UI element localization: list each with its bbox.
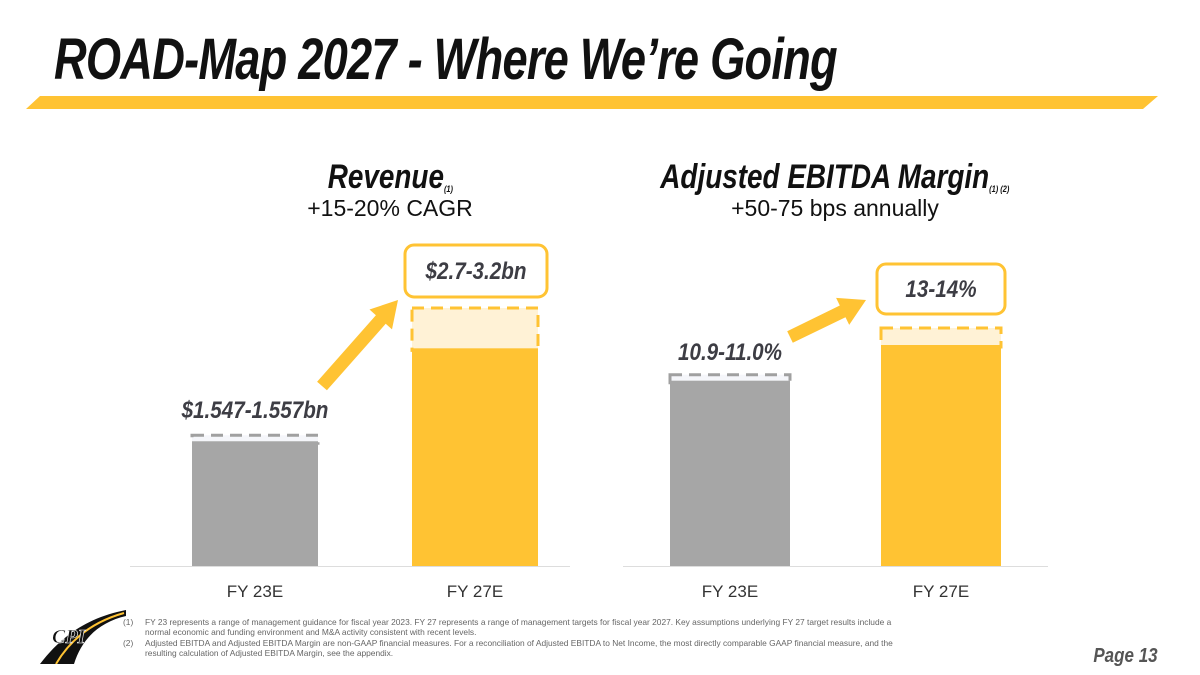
revenue-category-label-1: FY 23E	[227, 582, 283, 601]
footnote-1-number: (1)	[123, 617, 134, 627]
logo-text: CPI	[52, 626, 87, 648]
ebitda-bar-2	[881, 345, 1001, 566]
footnote-2-text: Adjusted EBITDA and Adjusted EBITDA Marg…	[145, 637, 893, 659]
title-stripe	[26, 96, 1158, 109]
ebitda-target-label-box	[875, 262, 1007, 316]
cpi-logo: CPI	[40, 610, 126, 664]
footnote-2: (2) Adjusted EBITDA and Adjusted EBITDA …	[123, 638, 903, 659]
footnotes: (1) FY 23 represents a range of manageme…	[123, 617, 903, 659]
ebitda-data-label-2: 13-14%	[905, 276, 976, 303]
ebitda-data-label-1: 10.9-11.0%	[678, 339, 782, 366]
ebitda-footnote-ref: (1) (2)	[989, 184, 1010, 194]
page-number: Page 13	[1093, 645, 1158, 667]
revenue-range-box-2	[410, 306, 540, 352]
revenue-title: Revenue(1)	[327, 158, 453, 196]
revenue-bar-2	[412, 348, 538, 566]
revenue-target-label-box	[403, 243, 549, 299]
revenue-growth-arrow-icon	[317, 300, 398, 391]
ebitda-bar-1	[670, 380, 790, 566]
ebitda-category-label-1: FY 23E	[702, 582, 758, 601]
revenue-header: Revenue(1) +15-20% CAGR	[160, 158, 620, 222]
ebitda-range-box-1	[668, 373, 792, 385]
footnote-2-number: (2)	[123, 637, 134, 648]
page-title: ROAD-Map 2027 - Where We’re Going	[54, 27, 838, 92]
revenue-footnote-ref: (1)	[443, 184, 453, 194]
ebitda-growth-arrow-icon	[787, 297, 866, 343]
footnote-1: (1) FY 23 represents a range of manageme…	[123, 617, 903, 638]
ebitda-header: Adjusted EBITDA Margin(1) (2) +50-75 bps…	[600, 158, 1070, 222]
revenue-subtitle: +15-20% CAGR	[307, 195, 473, 221]
revenue-category-label-2: FY 27E	[447, 582, 503, 601]
ebitda-subtitle: +50-75 bps annually	[731, 195, 939, 221]
revenue-bar-1	[192, 441, 318, 566]
ebitda-category-label-2: FY 27E	[913, 582, 969, 601]
ebitda-title: Adjusted EBITDA Margin(1) (2)	[660, 158, 1010, 196]
revenue-data-label-2: $2.7-3.2bn	[425, 258, 527, 285]
revenue-data-label-1: $1.547-1.557bn	[181, 397, 329, 424]
ebitda-range-box-2	[879, 326, 1003, 349]
footnote-1-text: FY 23 represents a range of management g…	[145, 617, 892, 638]
